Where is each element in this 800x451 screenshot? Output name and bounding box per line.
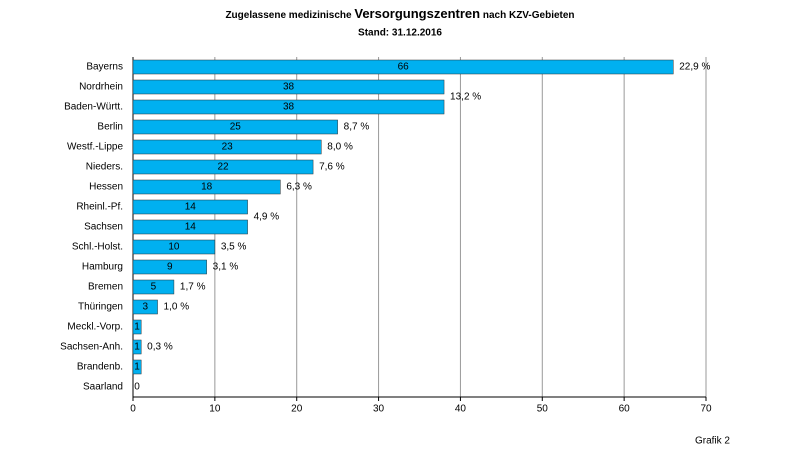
bar bbox=[132, 359, 142, 375]
value-label: 10 bbox=[168, 242, 180, 253]
share-label: 3,1 % bbox=[213, 262, 239, 273]
y-tick-label: Nordrhein bbox=[79, 82, 123, 93]
share-label: 0,3 % bbox=[147, 342, 173, 353]
bar bbox=[132, 259, 207, 275]
x-tick-label: 60 bbox=[619, 404, 631, 415]
x-tick-label: 10 bbox=[209, 404, 221, 415]
bar bbox=[132, 299, 158, 315]
y-tick-label: Bayerns bbox=[86, 62, 123, 73]
y-tick-label: Westf.-Lippe bbox=[67, 142, 123, 153]
chart-title: Zugelassene medizinische Versorgungszent… bbox=[225, 6, 574, 21]
value-label: 23 bbox=[222, 142, 234, 153]
bar bbox=[132, 139, 322, 155]
value-label: 3 bbox=[142, 302, 148, 313]
value-label: 38 bbox=[283, 82, 295, 93]
share-label: 8,7 % bbox=[344, 122, 370, 133]
y-tick-label: Thüringen bbox=[78, 302, 123, 313]
share-label: 4,9 % bbox=[254, 212, 280, 223]
share-label: 7,6 % bbox=[319, 162, 345, 173]
share-label: 8,0 % bbox=[327, 142, 353, 153]
share-label: 1,0 % bbox=[164, 302, 190, 313]
share-label: 22,9 % bbox=[679, 62, 710, 73]
y-tick-label: Sachsen-Anh. bbox=[60, 342, 123, 353]
value-label: 0 bbox=[134, 382, 140, 393]
y-tick-label: Bremen bbox=[88, 282, 123, 293]
value-label: 38 bbox=[283, 102, 295, 113]
bar bbox=[132, 339, 142, 355]
y-tick-label: Berlin bbox=[97, 122, 123, 133]
bar bbox=[132, 99, 445, 115]
y-tick-label: Hessen bbox=[89, 182, 123, 193]
footer: Grafik 2 bbox=[695, 436, 730, 447]
x-tick-label: 40 bbox=[455, 404, 467, 415]
bar bbox=[132, 179, 281, 195]
bar bbox=[132, 319, 142, 335]
bar bbox=[132, 59, 674, 75]
x-tick-label: 70 bbox=[700, 404, 712, 415]
x-tick-label: 50 bbox=[537, 404, 549, 415]
value-label: 5 bbox=[151, 282, 157, 293]
share-label: 3,5 % bbox=[221, 242, 247, 253]
y-tick-label: Brandenb. bbox=[77, 362, 123, 373]
value-label: 1 bbox=[134, 362, 140, 373]
bar bbox=[132, 239, 216, 255]
title-part: nach KZV-Gebieten bbox=[480, 10, 574, 21]
title-part: Zugelassene medizinische bbox=[225, 10, 354, 21]
value-label: 1 bbox=[134, 342, 140, 353]
x-tick-label: 0 bbox=[130, 404, 136, 415]
share-label: 6,3 % bbox=[286, 182, 312, 193]
bar bbox=[132, 279, 175, 295]
y-tick-label: Hamburg bbox=[82, 262, 123, 273]
y-tick-label: Nieders. bbox=[86, 162, 123, 173]
share-label: 13,2 % bbox=[450, 92, 481, 103]
share-label: 1,7 % bbox=[180, 282, 206, 293]
value-label: 25 bbox=[230, 122, 242, 133]
value-label: 18 bbox=[201, 182, 213, 193]
chart-subtitle: Stand: 31.12.2016 bbox=[358, 28, 442, 39]
y-tick-label: Saarland bbox=[83, 382, 123, 393]
value-label: 22 bbox=[217, 162, 229, 173]
bar bbox=[132, 119, 338, 135]
value-label: 9 bbox=[167, 262, 173, 273]
bar bbox=[132, 219, 248, 235]
y-tick-label: Rheinl.-Pf. bbox=[76, 202, 123, 213]
value-label: 1 bbox=[134, 322, 140, 333]
title-part: Versorgungszentren bbox=[354, 6, 480, 21]
value-label: 14 bbox=[185, 222, 197, 233]
y-tick-label: Baden-Württ. bbox=[64, 102, 123, 113]
value-label: 14 bbox=[185, 202, 197, 213]
y-tick-label: Meckl.-Vorp. bbox=[67, 322, 123, 333]
value-label: 66 bbox=[398, 62, 410, 73]
bar bbox=[132, 159, 314, 175]
x-tick-label: 20 bbox=[291, 404, 303, 415]
y-tick-label: Sachsen bbox=[84, 222, 123, 233]
y-tick-label: Schl.-Holst. bbox=[72, 242, 123, 253]
bar bbox=[132, 79, 445, 95]
x-tick-label: 30 bbox=[373, 404, 385, 415]
bar bbox=[132, 199, 248, 215]
